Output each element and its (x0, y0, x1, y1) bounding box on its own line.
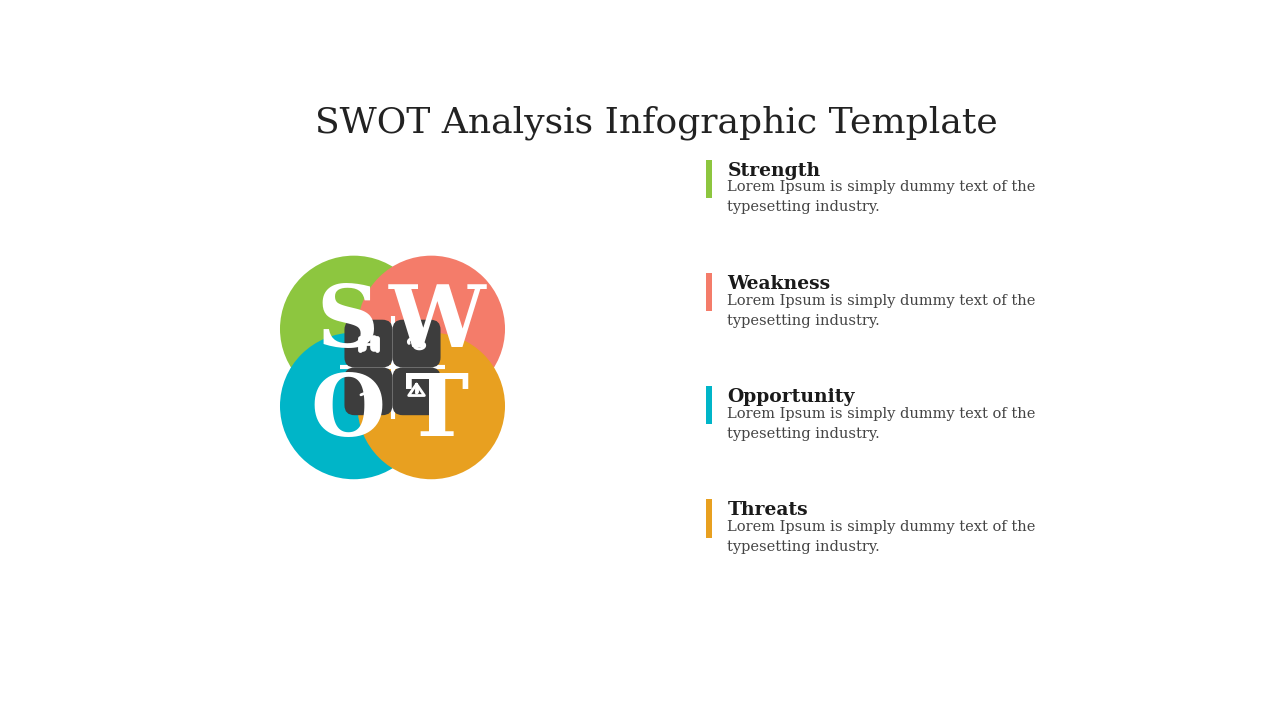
FancyBboxPatch shape (707, 386, 712, 424)
Text: Lorem Ipsum is simply dummy text of the
typesetting industry.: Lorem Ipsum is simply dummy text of the … (727, 294, 1036, 328)
Text: Weakness: Weakness (727, 275, 831, 293)
Text: Threats: Threats (727, 501, 808, 519)
Text: Lorem Ipsum is simply dummy text of the
typesetting industry.: Lorem Ipsum is simply dummy text of the … (727, 520, 1036, 554)
FancyBboxPatch shape (393, 367, 440, 415)
Text: W: W (389, 281, 486, 365)
Text: T: T (406, 370, 470, 454)
Text: Lorem Ipsum is simply dummy text of the
typesetting industry.: Lorem Ipsum is simply dummy text of the … (727, 407, 1036, 441)
FancyBboxPatch shape (393, 320, 440, 367)
Circle shape (280, 256, 428, 402)
FancyBboxPatch shape (344, 320, 393, 367)
Text: Opportunity: Opportunity (727, 388, 855, 406)
Text: SWOT Analysis Infographic Template: SWOT Analysis Infographic Template (315, 106, 997, 140)
Circle shape (416, 392, 417, 394)
Text: Lorem Ipsum is simply dummy text of the
typesetting industry.: Lorem Ipsum is simply dummy text of the … (727, 180, 1036, 215)
FancyBboxPatch shape (707, 273, 712, 311)
Circle shape (357, 256, 506, 402)
FancyBboxPatch shape (707, 160, 712, 198)
Circle shape (280, 333, 428, 480)
Text: S: S (316, 281, 379, 365)
FancyBboxPatch shape (707, 499, 712, 538)
Text: O: O (310, 370, 385, 454)
Circle shape (357, 333, 506, 480)
Text: Strength: Strength (727, 162, 820, 180)
FancyBboxPatch shape (344, 367, 393, 415)
